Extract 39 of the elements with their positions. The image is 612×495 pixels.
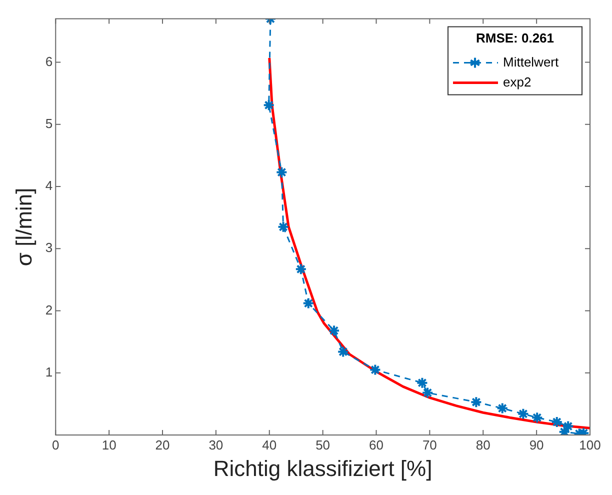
x-tick-label: 20 — [155, 437, 170, 452]
legend-label: Mittelwert — [503, 54, 560, 70]
x-tick-label: 60 — [369, 437, 384, 452]
x-tick-label: 100 — [579, 437, 601, 452]
x-tick-label: 10 — [102, 437, 116, 452]
point — [262, 99, 275, 112]
y-tick-label: 6 — [45, 54, 53, 69]
y-axis-title: σ [l/min] — [11, 188, 36, 266]
point — [562, 420, 574, 432]
x-tick-label: 70 — [422, 437, 437, 452]
x-tick-label: 0 — [52, 437, 60, 452]
legend-title: RMSE: 0.261 — [476, 30, 554, 46]
point — [294, 263, 307, 276]
y-tick-label: 5 — [45, 116, 53, 131]
x-tick-label: 30 — [208, 437, 224, 452]
x-axis-title: Richtig klassifiziert [%] — [213, 456, 432, 481]
point — [416, 376, 428, 389]
point — [337, 346, 350, 358]
y-tick-label: 4 — [45, 178, 53, 194]
point — [531, 412, 544, 424]
point — [496, 402, 508, 414]
point — [517, 408, 530, 420]
point — [550, 416, 563, 428]
x-tick-label: 40 — [262, 437, 277, 452]
point — [277, 220, 290, 233]
legend-label: exp2 — [503, 74, 532, 90]
point — [470, 396, 482, 408]
point — [558, 426, 570, 435]
x-tick-label: 50 — [316, 437, 330, 452]
y-tick-label: 2 — [45, 302, 53, 318]
x-tick-label: 90 — [529, 437, 544, 452]
point — [369, 364, 382, 376]
x-tick-label: 80 — [476, 437, 490, 452]
y-tick-label: 3 — [45, 240, 53, 256]
point — [422, 386, 434, 399]
point — [328, 324, 340, 337]
y-tick-label: 1 — [45, 364, 53, 380]
point — [276, 166, 288, 178]
point — [302, 297, 314, 310]
